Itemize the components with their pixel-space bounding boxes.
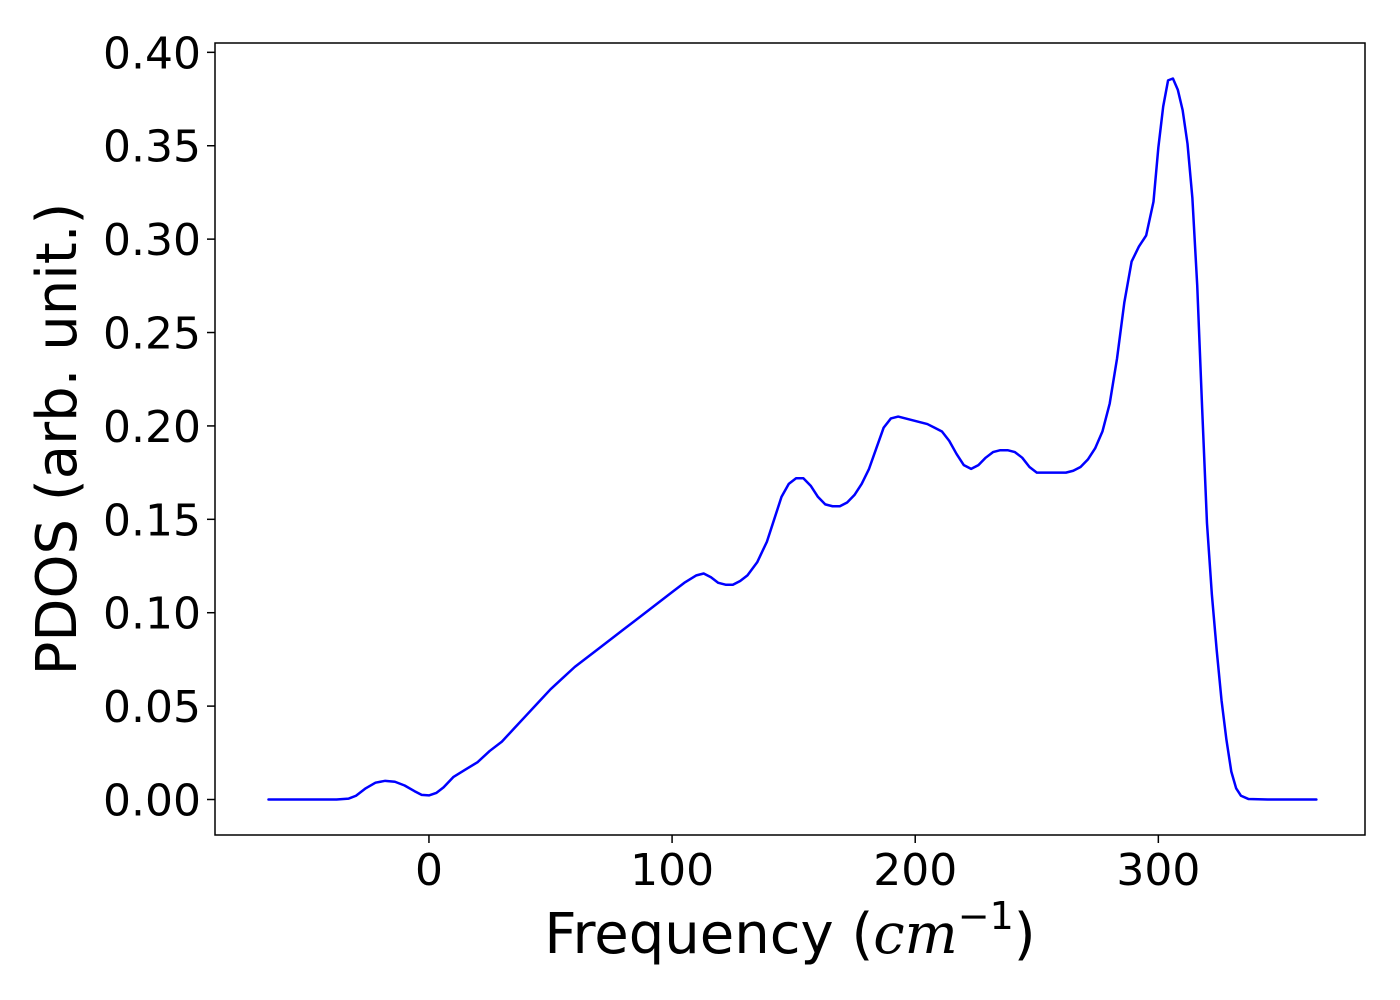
x-axis-title-superscript: −1	[958, 894, 1014, 938]
x-axis-title: Frequency (cm−1)	[544, 894, 1035, 967]
series-line-pdos	[267, 77, 1318, 801]
y-axis-title: PDOS (arb. unit.)	[25, 203, 90, 676]
y-tick-label: 0.15	[103, 495, 201, 546]
x-axis-title-prefix: Frequency (	[544, 902, 873, 967]
y-tick-label: 0.00	[103, 776, 201, 827]
x-tick-label: 300	[1116, 845, 1200, 896]
y-tick-label: 0.30	[103, 215, 201, 266]
y-tick-label: 0.25	[103, 309, 201, 360]
plot-frame	[214, 42, 1366, 836]
x-tick-label: 100	[630, 845, 714, 896]
x-axis-title-suffix: )	[1014, 902, 1036, 967]
x-axis-title-math: cm	[873, 902, 957, 967]
x-tick-label: 200	[873, 845, 957, 896]
x-tick-label: 0	[415, 845, 443, 896]
y-tick-label: 0.05	[103, 682, 201, 733]
y-tick-label: 0.40	[103, 28, 201, 79]
x-axis-ticks: 0 100 200 300	[415, 835, 1200, 896]
y-axis-ticks: 0.00 0.05 0.10 0.15 0.20 0.25 0.30 0.35 0.40	[103, 28, 215, 827]
y-tick-label: 0.10	[103, 589, 201, 640]
y-tick-label: 0.35	[103, 122, 201, 173]
y-tick-label: 0.20	[103, 402, 201, 453]
